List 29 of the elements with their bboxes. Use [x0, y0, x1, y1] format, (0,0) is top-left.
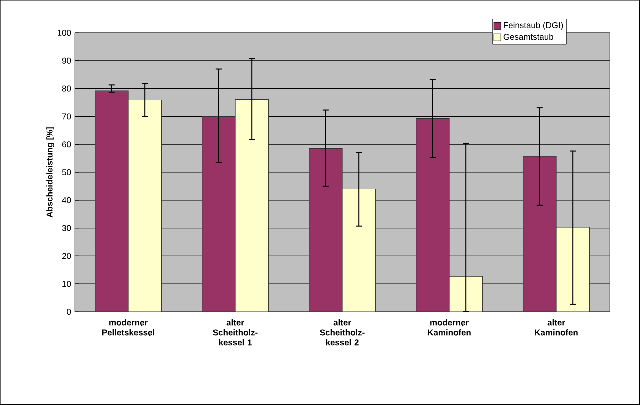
legend-label: Gesamtstaub	[504, 34, 554, 40]
bar	[235, 99, 269, 312]
bar	[202, 116, 236, 312]
y-axis-title: Abscheideleistung [%]	[46, 128, 55, 218]
x-tick-label: alter Kaminofen	[535, 320, 578, 336]
y-tick-label: 0	[67, 309, 72, 315]
x-tick-label: alter Scheitholz-kessel 2	[320, 320, 365, 346]
y-tick-label: 80	[62, 86, 72, 92]
y-tick-label: 20	[62, 253, 72, 260]
y-tick-label: 60	[62, 142, 72, 148]
bar	[416, 118, 450, 312]
bar	[556, 227, 590, 312]
bar	[128, 100, 162, 312]
bar	[95, 90, 129, 312]
y-tick-label: 30	[62, 225, 72, 232]
bar	[342, 188, 376, 312]
y-tick-label: 70	[62, 114, 72, 120]
bar	[449, 276, 483, 312]
y-tick-label: 10	[62, 281, 72, 288]
y-tick-label: 100	[58, 30, 72, 36]
x-tick-label: moderner Pelletskessel	[102, 320, 154, 336]
bar	[309, 148, 343, 312]
y-tick-label: 90	[62, 58, 72, 64]
y-tick-label: 50	[62, 170, 72, 176]
legend-label: Feinstaub (DGI)	[504, 22, 564, 30]
y-tick-label: 40	[62, 197, 72, 204]
x-tick-label: alter Scheitholz-kessel 1	[213, 320, 258, 346]
x-tick-label: moderner Kaminofen	[428, 320, 471, 336]
bar	[523, 156, 557, 312]
